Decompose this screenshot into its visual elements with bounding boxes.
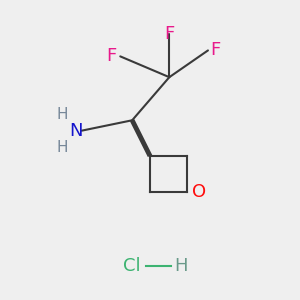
- Text: H: H: [174, 257, 187, 275]
- Text: F: F: [164, 25, 174, 43]
- Text: O: O: [192, 183, 206, 201]
- Text: N: N: [70, 122, 83, 140]
- Text: H: H: [57, 140, 68, 154]
- Text: F: F: [106, 47, 116, 65]
- Text: H: H: [57, 107, 68, 122]
- Text: Cl: Cl: [124, 257, 141, 275]
- Text: F: F: [210, 41, 220, 59]
